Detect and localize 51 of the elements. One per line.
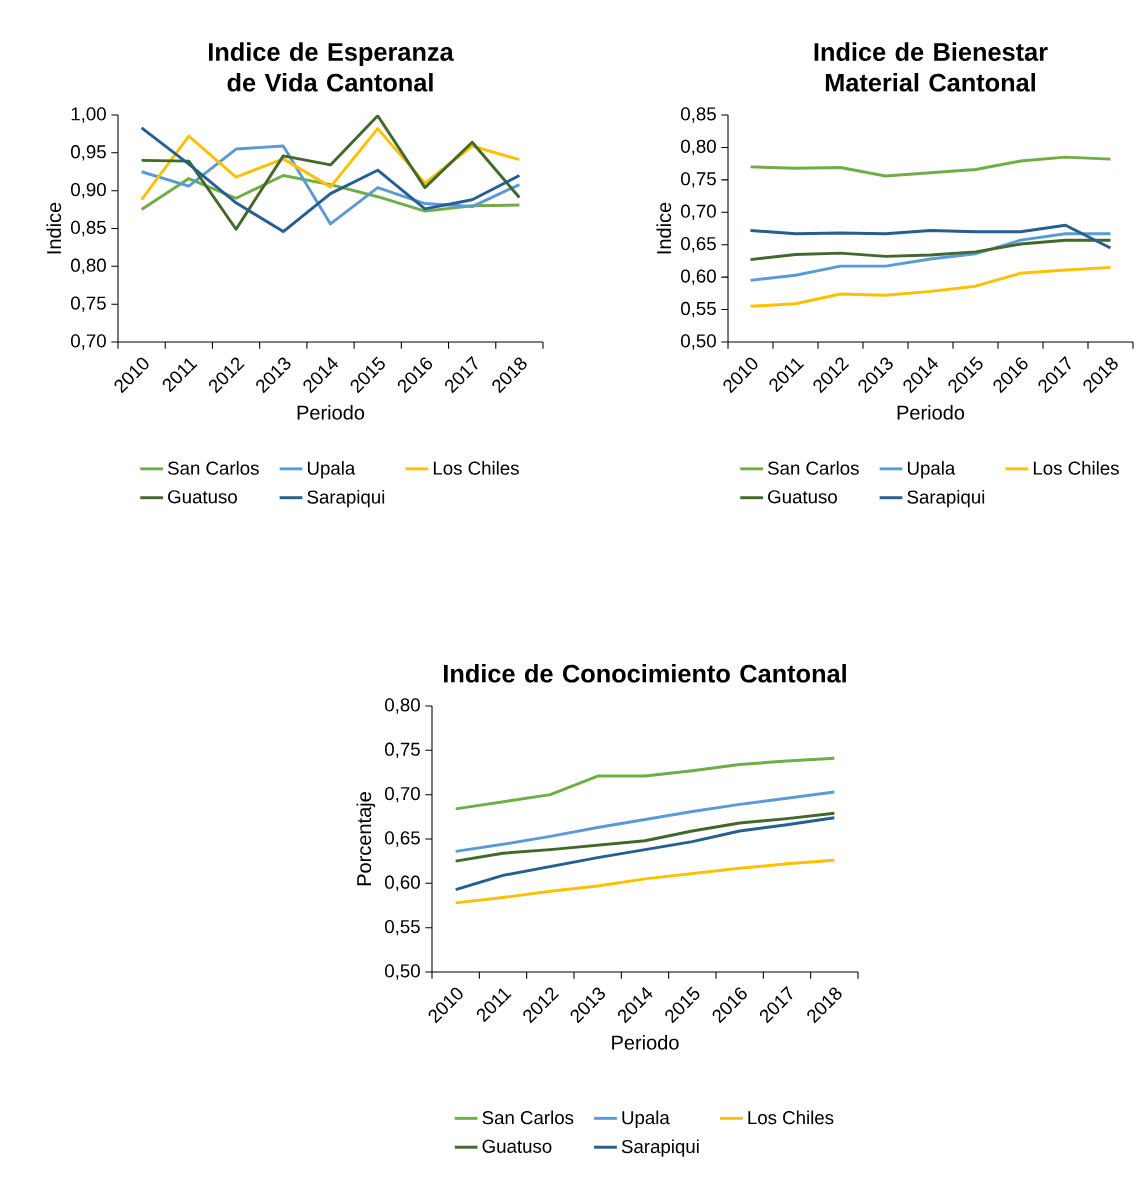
y-tick-label: 0,65 [385,831,420,847]
legend-label: Upala [307,461,356,479]
legend-label: San Carlos [767,461,859,475]
y-tick-label: 0,55 [681,301,716,318]
y-tick-label: 0,65 [681,236,716,253]
legend-label: Guatuso [168,490,237,504]
y-tick-label: 0,70 [681,204,716,220]
legend-label: San Carlos [482,1110,574,1125]
y-axis-title: Porcentaje [356,792,376,886]
legend-label: Sarapiqui [621,1139,699,1157]
y-tick-label: 0,70 [71,334,106,350]
y-axis-title: Indice [46,202,62,254]
legend-label: Guatuso [482,1139,552,1153]
line-series [749,265,1112,308]
chart-title: Indice de Bienestar Material Cantonal [814,42,1048,92]
y-tick-label: 0,90 [71,182,106,199]
y-tick-label: 0,70 [385,786,420,803]
legend-label: Sarapiqui [307,489,385,508]
line-series [454,790,836,853]
legend-label: Guatuso [768,490,837,504]
y-tick-label: 0,80 [71,258,106,275]
y-tick-label: 0,80 [385,698,420,714]
y-axis-title: Indice [656,202,672,254]
y-tick-label: 0,50 [681,334,716,350]
chart-title: Indice de Esperanza de Vida Cantonal [208,42,454,92]
legend-label: Sarapiqui [907,489,985,508]
x-axis-title: Periodo [897,405,965,420]
y-tick-label: 0,85 [681,107,716,123]
y-tick-label: 0,60 [385,875,420,892]
legend-label: Los Chiles [748,1110,834,1125]
y-tick-label: 0,55 [385,919,420,936]
y-tick-label: 0,75 [681,172,716,188]
legend-label: Upala [907,461,956,479]
line-series [749,232,1112,282]
y-tick-label: 0,75 [385,742,420,759]
line-series [749,223,1112,250]
legend-label: Los Chiles [433,461,519,475]
y-tick-label: 0,80 [681,139,716,156]
y-tick-label: 0,75 [71,296,106,312]
x-axis-title: Periodo [612,1035,679,1050]
y-tick-label: 0,50 [385,964,420,980]
x-axis-title: Periodo [297,405,365,420]
legend-label: San Carlos [167,461,259,475]
chart-title: Indice de Conocimiento Cantonal [444,664,846,683]
y-tick-label: 0,85 [71,220,106,237]
y-tick-label: 0,60 [681,269,716,285]
legend-label: Upala [622,1110,670,1128]
y-tick-label: 0,95 [71,145,106,161]
y-tick-label: 1,00 [71,107,106,123]
line-series [749,238,1112,262]
legend-label: Los Chiles [1033,461,1119,475]
